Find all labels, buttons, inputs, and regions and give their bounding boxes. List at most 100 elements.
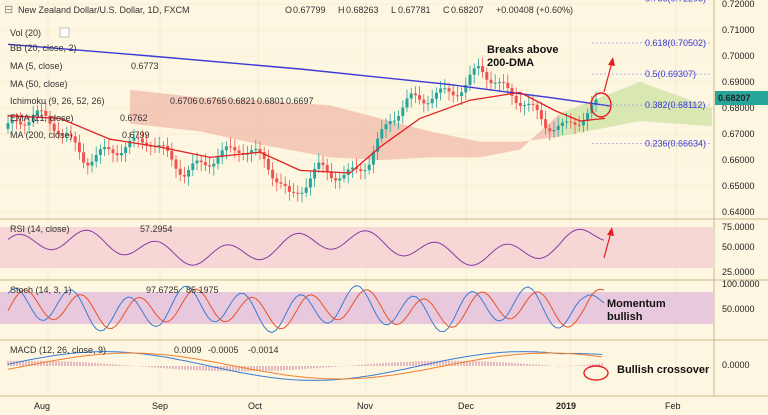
- stoch-label[interactable]: Stoch (14, 3, 1): [10, 285, 72, 295]
- candle-body: [313, 168, 317, 179]
- ma5-value: 0.6773: [131, 61, 159, 71]
- candle-body: [392, 120, 396, 122]
- last-price-badge: [715, 91, 768, 105]
- ichimoku-label[interactable]: Ichimoku (9, 26, 52, 26): [10, 96, 105, 106]
- candle-body: [510, 87, 514, 96]
- candlesticks[interactable]: [6, 57, 598, 203]
- crossover-circle: [583, 365, 609, 381]
- rsi-line[interactable]: [7, 228, 605, 266]
- candle-body: [552, 130, 556, 132]
- candle-body: [367, 164, 371, 171]
- price-axis[interactable]: 0.72000 0.71000 0.70000 0.69000 0.68000 0.670…: [722, 0, 755, 217]
- candle-body: [128, 140, 132, 148]
- rsi-arrow-head: [607, 227, 614, 236]
- candle-body: [124, 147, 128, 154]
- candle-body: [262, 152, 266, 159]
- last-price-label: 0.68207: [718, 93, 751, 103]
- candle-body: [233, 146, 237, 151]
- candle-body: [65, 134, 69, 136]
- ema21-line[interactable]: [7, 91, 606, 174]
- candle-body: [199, 160, 203, 163]
- indicator-legend[interactable]: Vol (20) BB (20, close, 2) MA (5, close)…: [10, 27, 314, 140]
- candle-body: [69, 134, 73, 137]
- macd-value-3: -0.0014: [248, 345, 279, 355]
- candle-body: [401, 107, 405, 116]
- candle-body: [161, 145, 165, 147]
- stoch-d-value: 85.1975: [186, 285, 219, 295]
- candle-body: [149, 145, 153, 147]
- stoch-d-line[interactable]: [7, 288, 605, 330]
- ichimoku-value-2: 0.6765: [199, 96, 227, 106]
- bb-label[interactable]: BB (20, close, 2): [10, 43, 77, 53]
- open-value: 0.67799: [293, 5, 326, 15]
- macd-line[interactable]: [7, 351, 603, 381]
- macd-signal-line[interactable]: [7, 352, 603, 380]
- vol-label[interactable]: Vol (20): [10, 28, 41, 38]
- price-tick: 0.67000: [722, 129, 755, 139]
- candle-body: [539, 110, 543, 120]
- candle-body: [544, 119, 548, 129]
- candle-body: [271, 169, 275, 179]
- candle-body: [157, 145, 161, 147]
- fib-level-label: 0.786(0.72203): [645, 0, 706, 4]
- candle-body: [119, 153, 123, 156]
- ma50-label[interactable]: MA (50, close): [10, 79, 68, 89]
- ema21-label[interactable]: EMA (21, close): [10, 113, 74, 123]
- time-label-aug: Aug: [34, 401, 50, 411]
- candle-body: [460, 92, 464, 97]
- ma200-line[interactable]: [7, 43, 611, 107]
- macd-value-2: -0.0005: [208, 345, 239, 355]
- breakout-arrow-head: [608, 57, 615, 66]
- ichimoku-value-5: 0.6697: [286, 96, 314, 106]
- candle-body: [304, 187, 308, 193]
- candle-body: [342, 174, 346, 179]
- price-tick: 0.72000: [722, 0, 755, 9]
- candle-body: [258, 148, 262, 153]
- candle-body: [451, 91, 455, 96]
- rsi-label[interactable]: RSI (14, close): [10, 224, 70, 234]
- candle-body: [594, 99, 598, 105]
- candle-body: [203, 162, 207, 166]
- candle-body: [132, 137, 136, 141]
- candle-body: [518, 102, 522, 107]
- candle-body: [548, 128, 552, 132]
- candle-body: [296, 192, 300, 194]
- fib-level-label: 0.5(0.69307): [645, 69, 696, 79]
- candle-body: [405, 98, 409, 108]
- collapse-icon[interactable]: ⊟: [4, 4, 13, 16]
- candle-body: [90, 161, 94, 166]
- price-tick: 0.64000: [722, 207, 755, 217]
- time-label-feb: Feb: [665, 401, 681, 411]
- vol-settings-icon[interactable]: [59, 27, 70, 38]
- candle-body: [556, 125, 560, 131]
- annotation-crossover: Bullish crossover: [617, 364, 710, 376]
- low-label: L: [391, 5, 396, 15]
- high-value: 0.68263: [346, 5, 379, 15]
- candle-body: [237, 150, 241, 154]
- ma200-label[interactable]: MA (200, close): [10, 130, 73, 140]
- candle-body: [527, 103, 531, 106]
- candle-body: [397, 115, 401, 121]
- candle-body: [476, 66, 480, 69]
- candle-body: [308, 178, 312, 188]
- candle-body: [174, 159, 178, 169]
- candle-body: [388, 121, 392, 125]
- candle-body: [489, 79, 493, 84]
- candle-body: [107, 147, 111, 150]
- stoch-k-value: 97.6725: [146, 285, 179, 295]
- annotation-200dma: 200-DMA: [487, 57, 534, 69]
- candle-body: [27, 122, 31, 126]
- stoch-axis-100: 100.0000: [722, 279, 760, 289]
- candle-body: [523, 105, 527, 107]
- ema21-value: 0.6762: [120, 113, 148, 123]
- candle-body: [195, 160, 199, 164]
- rsi-axis-25: 25.0000: [722, 267, 755, 277]
- candle-body: [355, 167, 359, 170]
- ma5-label[interactable]: MA (5, close): [10, 61, 63, 71]
- candle-body: [103, 147, 107, 150]
- candle-body: [338, 178, 342, 181]
- ma200-value: 0.6799: [122, 130, 150, 140]
- macd-label[interactable]: MACD (12, 26, close, 9): [10, 345, 106, 355]
- ichimoku-value-3: 0.6821: [228, 96, 256, 106]
